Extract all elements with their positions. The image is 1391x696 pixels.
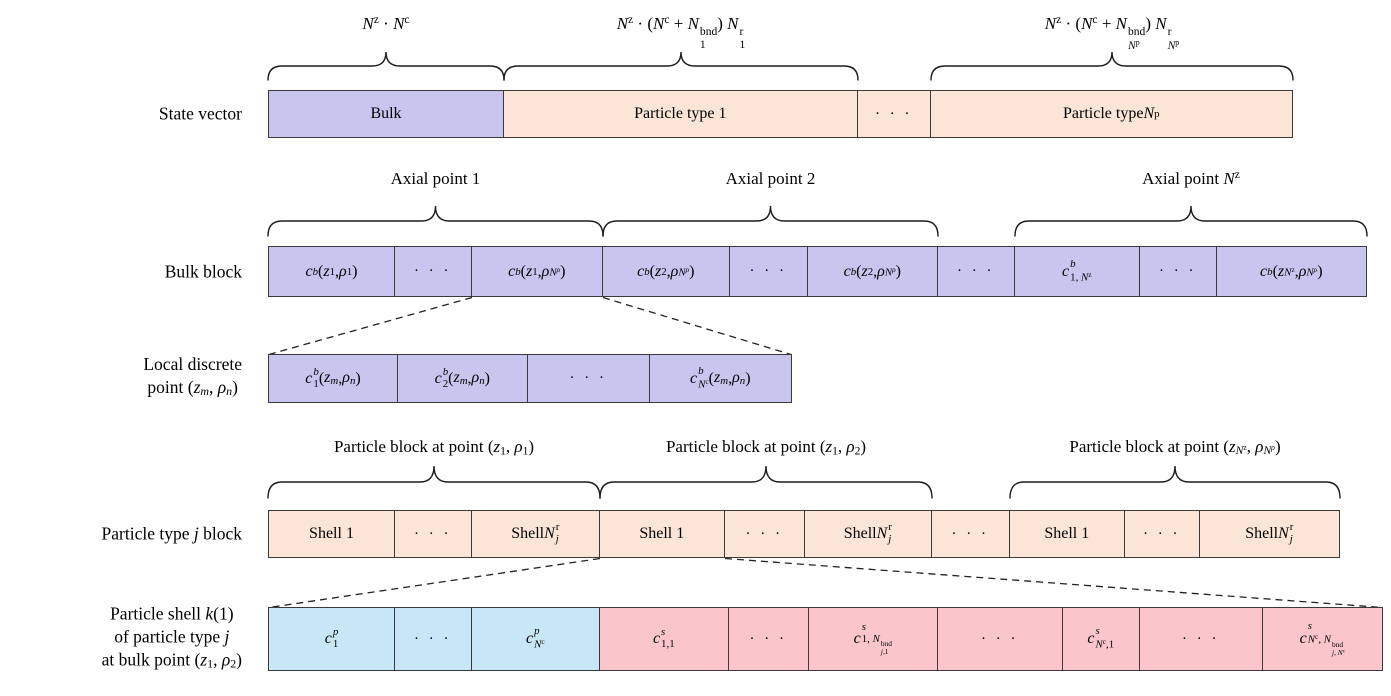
state-vector-row-cell-2: · · · — [856, 90, 931, 138]
bulk-block-row-cell-9: c b(z Nz, ρ Nρ) — [1215, 246, 1367, 297]
particle-type-block-row-cell-6: · · · — [930, 510, 1010, 558]
state-vector-row-brace-0 — [267, 51, 505, 81]
particle-shell-row-cell-2: c p Nc — [470, 607, 600, 671]
particle-type-block-row-brace-2 — [1009, 465, 1341, 499]
particle-shell-row-label: Particle shell k(1) of particle type j at … — [101, 603, 242, 671]
local-discrete-point-row-cell-0: c b 1(zm, ρn) — [268, 354, 398, 403]
bulk-block-row-cell-7: c b 1, Nz — [1013, 246, 1140, 297]
local-discrete-point-row-cell-1: c b 2(zm, ρn) — [396, 354, 528, 403]
particle-shell-row-cell-3: c s 1,1 — [598, 607, 729, 671]
zoom-connector-dashed-line-2 — [268, 557, 601, 609]
state-vector-row-cell-1: Particle type 1 — [502, 90, 858, 138]
bulk-block-row-cell-4: · · · — [728, 246, 808, 297]
bulk-block-row-cell-5: c b(z 2, ρ Nρ) — [806, 246, 938, 297]
state-vector-row-label: State vector — [158, 103, 242, 124]
bulk-block-row-cell-1: · · · — [393, 246, 472, 297]
bulk-block-row-brace-label-2: Axial point Nz — [1142, 168, 1240, 188]
particle-type-block-row-brace-label-0: Particle block at point (z1, ρ1) — [333, 437, 535, 458]
particle-type-block-row-cell-1: · · · — [393, 510, 472, 558]
particle-type-block-row-brace-label-1: Particle block at point (z1, ρ2) — [665, 437, 867, 458]
particle-type-block-row-cell-0: Shell 1 — [268, 510, 395, 558]
bulk-block-row-brace-0 — [267, 205, 604, 237]
bulk-block-row-brace-label-1: Axial point 2 — [725, 169, 816, 188]
bulk-block-row-cell-6: · · · — [936, 246, 1015, 297]
bulk-block-row-cell-3: c b(z 2, ρ Nρ) — [601, 246, 730, 297]
local-discrete-point-row-cell-2: · · · — [526, 354, 650, 403]
zoom-connector-dashed-line-0 — [268, 296, 473, 356]
state-vector-row-brace-1 — [503, 51, 859, 81]
bulk-block-row-cell-2: c b(z 1, ρ Nρ) — [470, 246, 603, 297]
particle-type-block-row-cell-3: Shell 1 — [598, 510, 725, 558]
zoom-connector-dashed-line-1 — [602, 296, 792, 356]
particle-shell-row-cell-7: c s Nc,1 — [1061, 607, 1140, 671]
bulk-block-row-label: Bulk block — [164, 261, 242, 282]
state-vector-row-brace-2 — [930, 51, 1294, 81]
bulk-block-row-brace-1 — [602, 205, 939, 237]
particle-shell-row-cell-1: · · · — [393, 607, 472, 671]
particle-shell-row-cell-6: · · · — [936, 607, 1063, 671]
local-discrete-point-row-cell-3: c b Nc(zm, ρn) — [648, 354, 792, 403]
particle-type-block-row-label: Particle type j block — [101, 523, 242, 544]
state-vector-row-cell-0: Bulk — [268, 90, 504, 138]
particle-type-block-row-brace-0 — [267, 465, 601, 499]
particle-type-block-row-brace-1 — [599, 465, 933, 499]
particle-shell-row-cell-8: · · · — [1138, 607, 1263, 671]
bulk-block-row-brace-2 — [1014, 205, 1368, 237]
particle-type-block-row-cell-8: · · · — [1123, 510, 1200, 558]
particle-type-block-row-cell-7: Shell 1 — [1008, 510, 1125, 558]
particle-shell-row-cell-4: · · · — [727, 607, 809, 671]
state-vector-row-brace-label-0: Nz · Nc — [362, 13, 410, 33]
bulk-block-row-cell-0: c b(z 1, ρ 1) — [268, 246, 395, 297]
particle-type-block-row-brace-label-2: Particle block at point (zNz, ρNρ) — [1069, 437, 1281, 458]
local-discrete-point-row-label: Local discrete point (zm, ρn) — [143, 353, 242, 399]
bulk-block-row-cell-8: · · · — [1138, 246, 1217, 297]
zoom-connector-dashed-line-3 — [724, 557, 1383, 609]
particle-type-block-row-cell-4: · · · — [723, 510, 805, 558]
bulk-block-row-brace-label-0: Axial point 1 — [390, 169, 481, 188]
